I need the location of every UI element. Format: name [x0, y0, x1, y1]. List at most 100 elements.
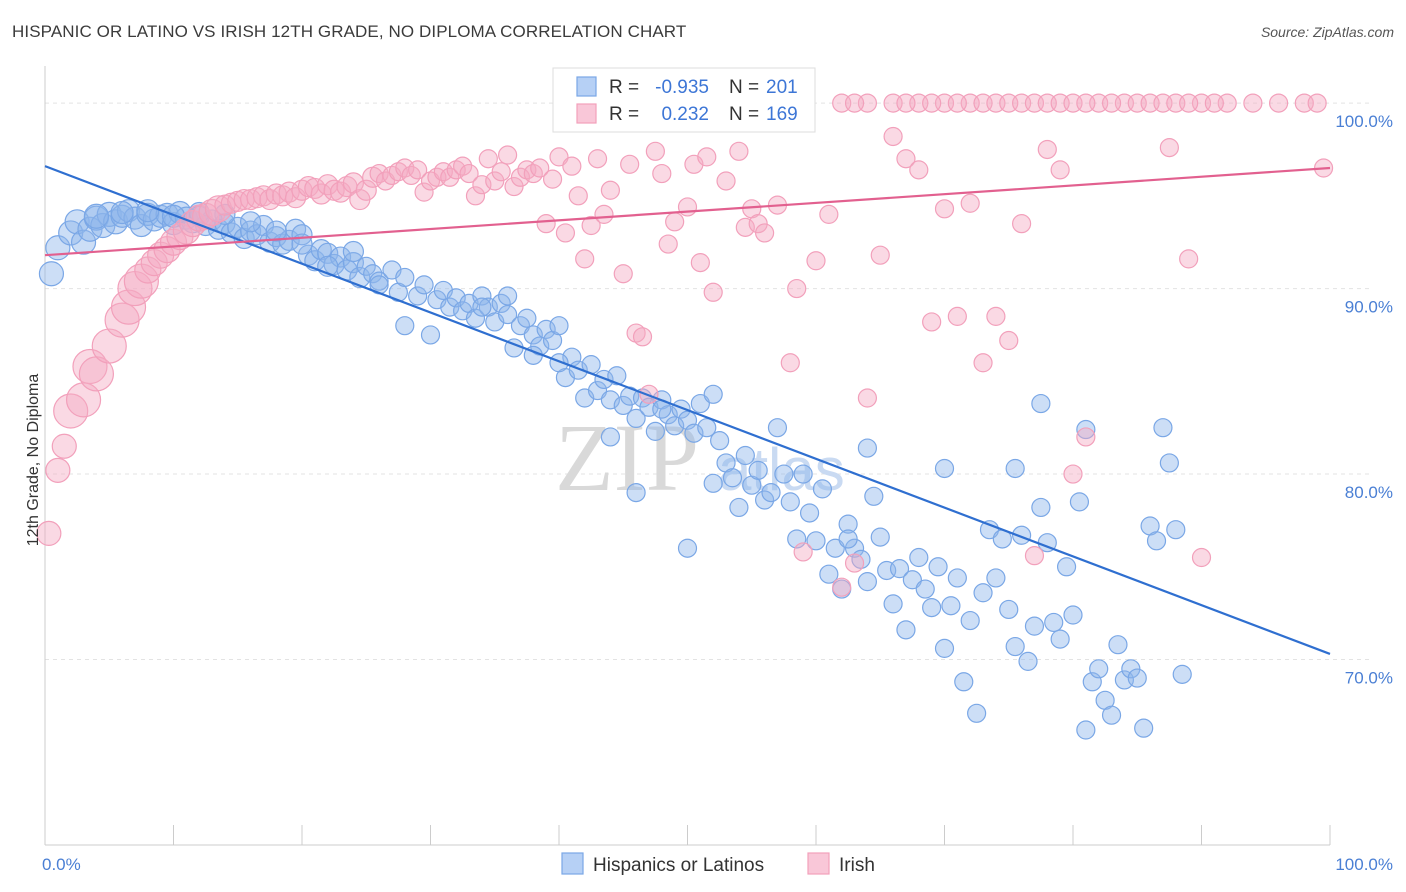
irish-point-44	[342, 172, 364, 194]
irish-point-119	[934, 199, 955, 219]
hispanics-point-150	[1024, 616, 1045, 636]
irish-point-128	[1050, 160, 1070, 180]
hispanics-point-117	[812, 479, 833, 499]
hispanics-point-144	[986, 568, 1006, 588]
hispanics-point-105	[735, 445, 755, 466]
hispanics-point-165	[1121, 659, 1141, 679]
hispanics-point-124	[857, 572, 878, 592]
hispanics-point-136	[934, 638, 955, 658]
hispanics-point-129	[889, 559, 910, 579]
hispanics-point-103	[722, 468, 743, 488]
hispanics-point-154	[1050, 629, 1070, 649]
hispanics-point-85	[607, 366, 627, 386]
y-tick-label-3: 70.0%	[1345, 669, 1393, 688]
hispanics-point-179	[838, 529, 858, 549]
irish-point-118	[922, 312, 942, 332]
hispanics-point-54	[408, 286, 428, 306]
irish-point-82	[587, 149, 608, 169]
irish-point-79	[568, 186, 588, 206]
hispanics-point-149	[1018, 651, 1038, 671]
irish-point-1	[45, 457, 71, 483]
hispanics-point-109	[761, 482, 781, 503]
hispanics-point-172	[1166, 520, 1186, 540]
hispanics-point-76	[549, 316, 569, 336]
watermark-atlas: atlas	[718, 436, 845, 503]
hispanics-point-135	[928, 557, 948, 577]
irish-point-84	[600, 180, 621, 200]
irish-point-131	[1159, 138, 1179, 158]
hispanics-point-171	[1159, 453, 1179, 473]
irish-point-96	[690, 253, 710, 273]
hispanics-point-143	[979, 520, 1000, 540]
irish-point-129	[1063, 464, 1083, 484]
irish-point-64	[472, 175, 492, 195]
hispanics-point-115	[799, 503, 820, 523]
y-tick-labels: 100.0% 90.0% 80.0% 70.0%	[1335, 112, 1393, 687]
irish-point-160	[1307, 93, 1327, 113]
stats-swatch-hispanics	[576, 76, 597, 97]
hispanics-point-48	[356, 256, 376, 276]
hispanics-point-100	[703, 473, 723, 493]
hispanics-point-173	[1172, 664, 1192, 684]
hispanics-point-142	[973, 583, 993, 603]
chart-title: HISPANIC OR LATINO VS IRISH 12TH GRADE, …	[12, 22, 687, 41]
irish-point-55	[414, 182, 434, 202]
hispanics-point-185	[549, 353, 569, 373]
hispanics-point-175	[1031, 393, 1051, 414]
hispanics-point-104	[729, 497, 749, 518]
irish-point-130	[1076, 427, 1096, 447]
irish-point-107	[787, 278, 807, 299]
irish-point-91	[652, 163, 672, 184]
hispanics-point-140	[960, 610, 980, 631]
irish-point-81	[581, 215, 601, 236]
hispanics-point-107	[748, 460, 768, 480]
hispanics-point-59	[440, 297, 460, 317]
hispanics-point-191	[342, 240, 364, 263]
hispanics-point-200	[110, 200, 134, 225]
hispanics-point-187	[498, 286, 518, 306]
hispanics-point-174	[1005, 458, 1025, 479]
hispanics-point-98	[690, 393, 710, 414]
irish-point-126	[1024, 546, 1045, 566]
hispanics-point-169	[1146, 531, 1167, 551]
hispanics-point-183	[677, 538, 698, 558]
legend-swatch-hispanics	[561, 852, 584, 875]
hispanics-point-13	[129, 213, 153, 238]
stats-swatch-irish	[576, 103, 597, 124]
hispanics-point-153	[1044, 612, 1064, 633]
grid-lines	[45, 102, 1370, 661]
hispanics-point-157	[1069, 492, 1090, 512]
stats-r-value-2: 0.232	[661, 104, 709, 125]
hispanics-point-201	[83, 203, 110, 229]
hispanics-point-47	[349, 266, 371, 289]
irish-point-114	[870, 245, 890, 265]
irish-point-7	[91, 328, 127, 364]
irish-point-70	[510, 167, 531, 187]
stats-r-label-1: R =	[609, 77, 639, 98]
hispanics-point-156	[1063, 605, 1083, 625]
hispanics-point-199	[136, 199, 160, 223]
irish-point-46	[355, 179, 377, 201]
hispanics-point-194	[265, 220, 287, 242]
hispanics-point-0	[38, 261, 65, 287]
legend-swatch-irish	[807, 852, 830, 875]
irish-point-99	[716, 171, 736, 191]
irish-point-115	[883, 126, 903, 147]
irish-point-63	[465, 186, 486, 206]
hispanics-point-180	[703, 384, 723, 404]
hispanics-point-3	[64, 209, 90, 235]
irish-point-100	[729, 141, 749, 161]
hispanics-point-99	[697, 418, 717, 438]
irish-point-167	[1179, 93, 1199, 113]
irish-point-4	[65, 382, 102, 418]
irish-point-164	[947, 93, 967, 113]
hispanics-point-121	[838, 514, 858, 534]
hispanics-point-131	[902, 570, 922, 590]
irish-point-120	[947, 306, 967, 326]
irish-point-61	[453, 156, 473, 176]
hispanics-point-86	[613, 395, 633, 416]
irish-point-77	[555, 223, 576, 243]
irish-point-110	[819, 204, 839, 224]
irish-point-98	[703, 282, 723, 302]
irish-point-106	[780, 353, 800, 373]
